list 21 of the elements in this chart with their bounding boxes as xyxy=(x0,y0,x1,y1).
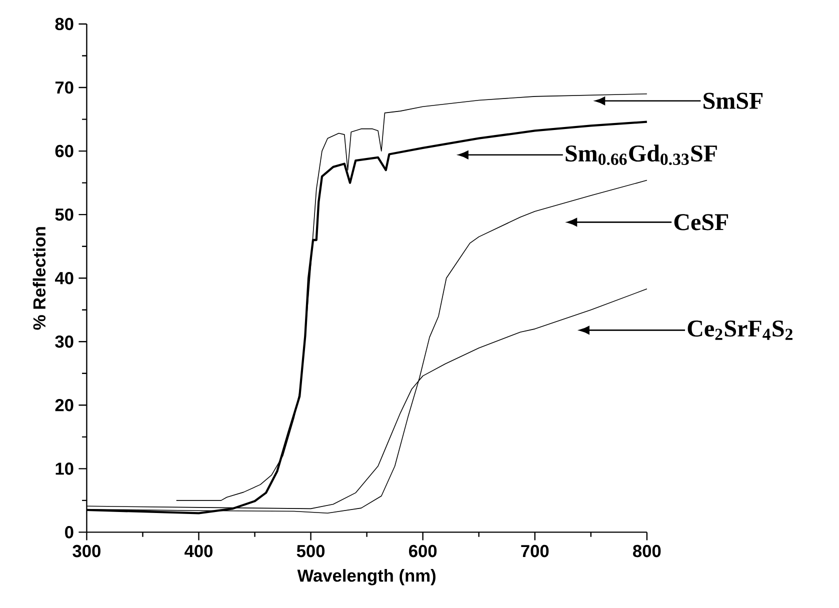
legend-label: CeSF xyxy=(674,214,728,230)
y-tick-label: 80 xyxy=(55,18,74,30)
y-tick-label: 50 xyxy=(55,208,74,221)
y-axis-title: % Reflection xyxy=(32,227,46,330)
y-tick-label: 40 xyxy=(54,272,74,284)
x-tick-label: 300 xyxy=(72,544,100,558)
legend-label: SmSF xyxy=(704,92,763,109)
y-tick-label: 0 xyxy=(65,526,74,538)
legend-label: Ce$_{2}$SrF$_{4}$S$_{2}$ xyxy=(688,320,792,340)
legend-label: Sm$_{0.66}$Gd$_{0.33}$SF xyxy=(566,144,717,165)
x-tick-label: 700 xyxy=(521,544,549,558)
y-tick-label: 10 xyxy=(56,462,74,475)
y-tick-label: 60 xyxy=(55,144,74,158)
x-tick-label: 400 xyxy=(184,544,212,558)
x-axis-title: Wavelength (nm) xyxy=(297,568,436,586)
x-tick-label: 600 xyxy=(409,544,437,558)
x-tick-label: 800 xyxy=(633,544,661,558)
y-tick-label: 30 xyxy=(55,335,74,348)
x-tick-label: 500 xyxy=(296,544,325,558)
y-tick-label: 70 xyxy=(55,81,74,94)
y-tick-label: 20 xyxy=(55,398,74,412)
